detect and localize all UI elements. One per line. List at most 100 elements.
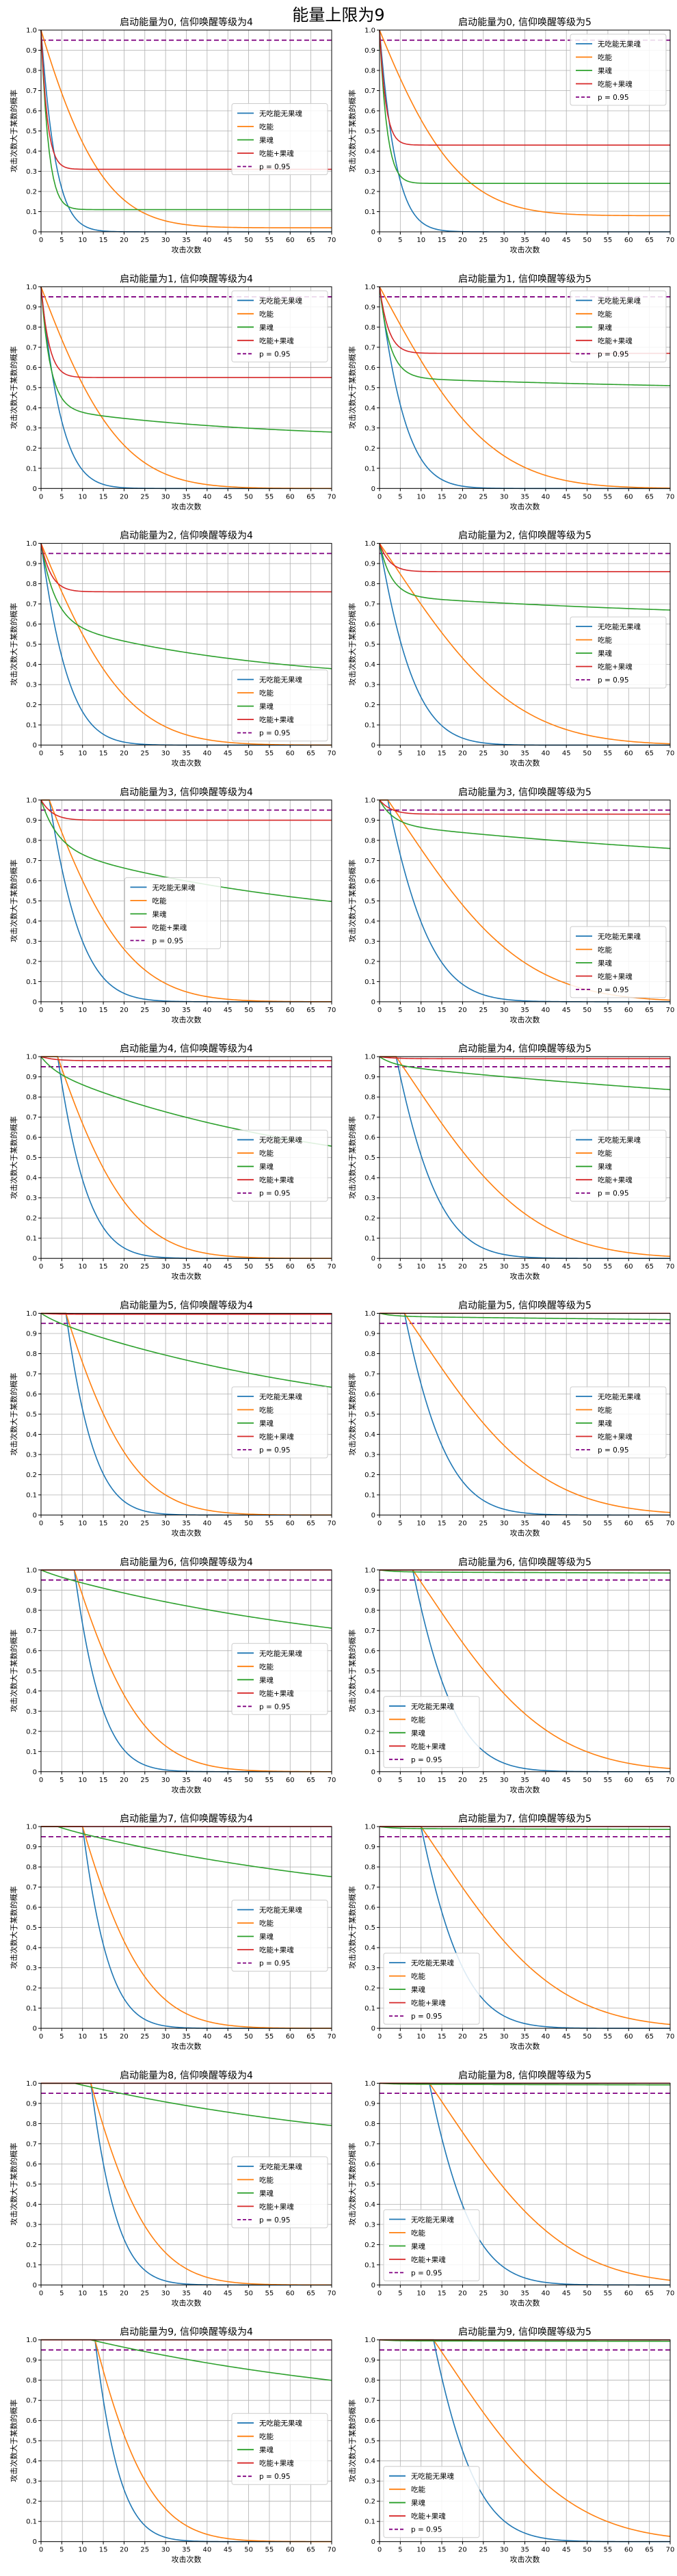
x-tick-label: 0 — [39, 2547, 43, 2554]
x-tick-label: 15 — [438, 2547, 447, 2554]
x-tick-label: 45 — [562, 2289, 571, 2297]
x-tick-label: 20 — [120, 1007, 129, 1014]
x-tick-label: 35 — [182, 493, 191, 501]
y-tick-label: 0.8 — [26, 1094, 37, 1102]
x-tick-label: 70 — [328, 1777, 336, 1784]
x-tick-label: 40 — [202, 2033, 211, 2041]
x-tick-label: 10 — [416, 493, 425, 501]
x-tick-label: 50 — [244, 1007, 253, 1014]
x-tick-label: 20 — [458, 2547, 467, 2554]
x-tick-label: 10 — [78, 1777, 87, 1784]
y-tick-label: 0.3 — [26, 168, 37, 176]
y-axis-label: 攻击次数大于某数的概率 — [9, 2400, 18, 2482]
y-tick-label: 0.7 — [364, 1628, 375, 1635]
x-tick-label: 0 — [39, 750, 43, 758]
chart-panel: 启动能量为1, 信仰唤醒等级为4 0 5 10 15 20 25 30 35 40 45 50 55 60… — [9, 273, 336, 511]
legend-label-guo: 果魂 — [259, 702, 274, 711]
x-tick-label: 55 — [265, 2033, 274, 2041]
legend-label-eat: 吃能 — [259, 310, 274, 319]
chart-panel: 启动能量为6, 信仰唤醒等级为5 0 5 10 15 20 25 30 35 40 45 50 55 60… — [347, 1556, 674, 1794]
x-tick-label: 30 — [500, 1263, 509, 1271]
chart-title: 启动能量为9, 信仰唤醒等级为4 — [120, 2326, 253, 2338]
x-tick-label: 45 — [562, 237, 571, 244]
x-tick-label: 40 — [541, 1007, 550, 1014]
y-tick-label: 0.8 — [364, 1607, 375, 1615]
y-tick-label: 0 — [371, 1512, 375, 1519]
y-tick-label: 0.3 — [26, 2221, 37, 2229]
y-tick-label: 0.2 — [364, 1985, 375, 1993]
y-tick-label: 1.0 — [26, 2337, 37, 2344]
x-tick-label: 60 — [624, 237, 633, 244]
y-axis-label: 攻击次数大于某数的概率 — [9, 1630, 18, 1712]
x-tick-label: 10 — [416, 1263, 425, 1271]
x-tick-label: 30 — [161, 237, 170, 244]
x-axis-label: 攻击次数 — [510, 1528, 540, 1538]
y-tick-label: 0.5 — [26, 1668, 37, 1675]
x-tick-label: 15 — [99, 1263, 108, 1271]
x-tick-label: 20 — [458, 237, 467, 244]
x-tick-label: 35 — [520, 2033, 529, 2041]
x-tick-label: 50 — [583, 237, 592, 244]
x-tick-label: 15 — [99, 2033, 108, 2041]
x-tick-label: 45 — [224, 1263, 233, 1271]
legend-box — [570, 926, 667, 998]
legend-label-ref: p = 0.95 — [259, 1190, 291, 1198]
x-tick-label: 15 — [438, 2289, 447, 2297]
x-tick-label: 45 — [562, 750, 571, 758]
chart-title: 启动能量为3, 信仰唤醒等级为4 — [120, 786, 253, 798]
x-tick-label: 35 — [520, 1263, 529, 1271]
x-tick-label: 25 — [140, 493, 149, 501]
y-axis-label: 攻击次数大于某数的概率 — [9, 90, 18, 172]
x-axis-label: 攻击次数 — [172, 2041, 202, 2051]
y-tick-label: 1.0 — [364, 27, 375, 35]
chart-title: 启动能量为2, 信仰唤醒等级为5 — [458, 530, 592, 542]
y-tick-label: 0.9 — [364, 2357, 375, 2365]
x-tick-label: 25 — [479, 237, 488, 244]
x-tick-label: 30 — [500, 1777, 509, 1784]
legend-label-both: 吃能+果魂 — [259, 1433, 294, 1442]
y-tick-label: 0.5 — [364, 128, 375, 135]
x-tick-label: 30 — [161, 2289, 170, 2297]
x-tick-label: 35 — [520, 2289, 529, 2297]
x-tick-label: 5 — [59, 237, 64, 244]
y-tick-label: 0.4 — [26, 2458, 37, 2465]
legend-box — [231, 2413, 328, 2485]
legend-label-both: 吃能+果魂 — [259, 715, 294, 724]
x-tick-label: 25 — [140, 1263, 149, 1271]
y-tick-label: 1.0 — [364, 2080, 375, 2088]
x-tick-label: 70 — [666, 1777, 675, 1784]
x-tick-label: 70 — [666, 750, 675, 758]
x-tick-label: 5 — [59, 2289, 64, 2297]
y-tick-label: 0.2 — [364, 2498, 375, 2506]
series-line-guo — [379, 1569, 671, 1574]
y-tick-label: 0.6 — [26, 108, 37, 116]
x-tick-label: 60 — [286, 237, 295, 244]
x-tick-label: 30 — [161, 1263, 170, 1271]
y-tick-label: 0.5 — [26, 2181, 37, 2188]
y-tick-label: 0.6 — [26, 364, 37, 372]
series-line-guo — [41, 2082, 332, 2127]
x-tick-label: 70 — [328, 1520, 336, 1528]
legend-label-none: 无吃能无果魂 — [598, 622, 641, 631]
legend-label-eat: 吃能 — [152, 897, 167, 905]
legend-label-eat: 吃能 — [598, 1149, 612, 1158]
y-tick-label: 1.0 — [364, 1310, 375, 1318]
legend-box — [231, 1643, 328, 1715]
x-tick-label: 20 — [120, 750, 129, 758]
x-axis-label: 攻击次数 — [510, 2555, 540, 2564]
x-tick-label: 5 — [398, 2033, 402, 2041]
legend-box — [231, 1386, 328, 1459]
y-tick-label: 0 — [371, 2282, 375, 2289]
x-tick-label: 65 — [645, 750, 654, 758]
y-tick-label: 1.0 — [364, 797, 375, 804]
x-tick-label: 0 — [377, 2547, 382, 2554]
y-tick-label: 0.1 — [26, 2261, 37, 2269]
legend-label-none: 无吃能无果魂 — [152, 883, 196, 892]
x-tick-label: 25 — [479, 750, 488, 758]
y-tick-label: 0.8 — [26, 837, 37, 845]
legend-label-both: 吃能+果魂 — [259, 2202, 294, 2211]
y-tick-label: 0.8 — [364, 1094, 375, 1102]
legend-label-guo: 果魂 — [411, 1985, 425, 1994]
x-tick-label: 10 — [78, 750, 87, 758]
